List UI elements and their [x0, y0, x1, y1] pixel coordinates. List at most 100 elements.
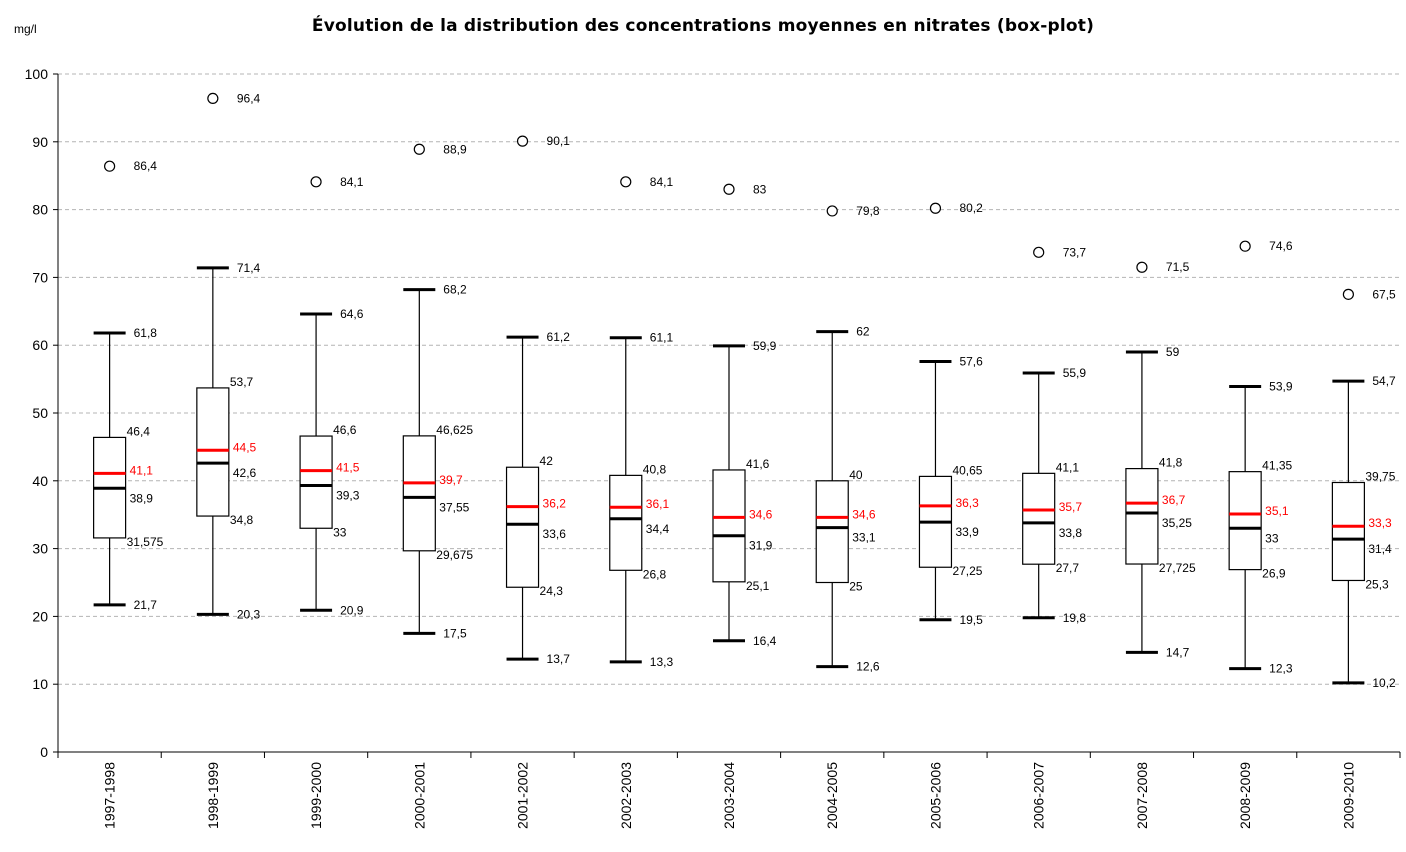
outlier-point [516, 135, 529, 147]
whisker-low-label: 14,7 [1166, 645, 1190, 659]
x-tick-label: 2002-2003 [618, 762, 634, 829]
box-iqr [712, 469, 746, 583]
outlier-label: 74,6 [1269, 239, 1293, 253]
box-iqr [402, 435, 436, 552]
y-tick-label: 90 [32, 134, 48, 150]
outlier-point [929, 202, 942, 214]
mean-label: 44,5 [233, 440, 257, 454]
box-group: 96,4 71,4 20,3 53,7 34,8 44,5 42,6 [196, 91, 261, 621]
q3-label: 41,1 [1056, 460, 1080, 474]
outlier-label: 84,1 [650, 175, 674, 189]
whisker-high-label: 64,6 [340, 307, 364, 321]
y-tick-label: 100 [25, 66, 49, 82]
x-tick-label: 2001-2002 [515, 762, 531, 829]
x-tick-label: 2000-2001 [411, 762, 427, 829]
q1-label: 26,8 [643, 567, 667, 581]
y-tick-label: 40 [32, 473, 48, 489]
mean-label: 34,6 [852, 507, 876, 521]
whisker-high-label: 61,8 [134, 326, 158, 340]
whisker-low-label: 20,3 [237, 607, 261, 621]
q3-label: 42 [540, 454, 554, 468]
whisker-low-label: 21,7 [134, 598, 158, 612]
mean-label: 33,3 [1368, 516, 1392, 530]
x-tick-label: 2005-2006 [927, 762, 943, 829]
x-tick-label: 2006-2007 [1031, 762, 1047, 829]
outlier-point [207, 92, 219, 105]
boxes: 86,4 61,8 21,7 46,4 31,575 41,1 38,9 96,4 71,4 20… [93, 91, 1396, 690]
outlier-point [723, 183, 735, 195]
median-label: 39,3 [336, 489, 360, 503]
whisker-low-label: 17,5 [443, 626, 467, 640]
mean-label: 41,1 [130, 463, 154, 477]
whisker-low-label: 16,4 [753, 634, 777, 648]
whisker-high-label: 71,4 [237, 261, 261, 275]
outlier-point [620, 176, 632, 188]
q1-label: 25,1 [746, 579, 770, 593]
whisker-low-label: 13,3 [650, 655, 674, 669]
whisker-high-label: 59 [1166, 345, 1180, 359]
median-label: 37,55 [439, 500, 469, 514]
whisker-low-label: 20,9 [340, 603, 364, 617]
mean-label: 39,7 [439, 473, 463, 487]
whisker-low-label: 12,3 [1269, 662, 1293, 676]
q1-label: 24,3 [540, 584, 564, 598]
outlier-label: 79,8 [856, 204, 880, 218]
box-group: 71,5 59 14,7 41,8 27,725 36,7 35,25 [1125, 260, 1196, 659]
whisker-high-label: 53,9 [1269, 380, 1293, 394]
x-tick-label: 2004-2005 [824, 762, 840, 829]
q3-label: 41,6 [746, 457, 770, 471]
box-iqr [1125, 467, 1159, 565]
x-tick-label: 1997-1998 [102, 762, 118, 829]
outlier-point [104, 160, 116, 172]
y-tick-label: 50 [32, 405, 48, 421]
box-group: 86,4 61,8 21,7 46,4 31,575 41,1 38,9 [93, 159, 164, 612]
q1-label: 27,25 [952, 564, 982, 578]
y-tick-label: 10 [32, 676, 48, 692]
median-label: 34,4 [646, 522, 670, 536]
y-tick-label: 30 [32, 541, 48, 557]
q1-label: 27,725 [1159, 561, 1196, 575]
outlier-label: 88,9 [443, 142, 467, 156]
mean-label: 36,7 [1162, 493, 1186, 507]
q1-label: 25,3 [1365, 577, 1389, 591]
outlier-label: 71,5 [1166, 260, 1190, 274]
box-iqr [1228, 471, 1262, 571]
q3-label: 46,4 [127, 424, 151, 438]
chart-title: Évolution de la distribution des concent… [311, 16, 1095, 36]
mean-label: 35,1 [1265, 504, 1289, 518]
box-iqr [1022, 472, 1056, 565]
whisker-high-label: 61,1 [650, 331, 674, 345]
median-label: 33,6 [543, 527, 567, 541]
axes: 0 10 20 30 40 50 60 70 80 90 100 1997-1998 1998-1999… [25, 66, 1401, 829]
q1-label: 29,675 [436, 548, 473, 562]
y-tick-label: 20 [32, 608, 48, 624]
outlier-label: 80,2 [959, 201, 983, 215]
outlier-label: 84,1 [340, 175, 364, 189]
whisker-high-label: 62 [856, 325, 870, 339]
y-tick-label: 60 [32, 337, 48, 353]
mean-label: 35,7 [1059, 500, 1083, 514]
box-iqr [196, 387, 230, 517]
mean-label: 36,1 [646, 497, 670, 511]
whisker-low-label: 12,6 [856, 660, 880, 674]
outlier-point [1136, 261, 1148, 273]
q3-label: 41,8 [1159, 456, 1183, 470]
median-label: 33,9 [955, 525, 979, 539]
outlier-label: 86,4 [134, 159, 158, 173]
x-tick-label: 2003-2004 [721, 762, 737, 829]
box-group: 79,8 62 12,6 40 25 34,6 33,1 [815, 204, 880, 674]
q3-label: 40,8 [643, 462, 667, 476]
outlier-point [826, 205, 838, 217]
whisker-high-label: 55,9 [1063, 366, 1087, 380]
box-iqr [815, 480, 849, 584]
box-group: 74,6 53,9 12,3 41,35 26,9 35,1 33 [1228, 239, 1293, 676]
q1-label: 27,7 [1056, 561, 1080, 575]
box-iqr [1331, 481, 1365, 582]
q3-label: 46,625 [436, 423, 473, 437]
median-label: 33,8 [1059, 526, 1083, 540]
whisker-high-label: 57,6 [959, 354, 983, 368]
q3-label: 40 [849, 468, 863, 482]
box-group: 88,9 68,2 17,5 46,625 29,675 39,7 37,55 [402, 142, 473, 640]
x-tick-label: 1999-2000 [308, 762, 324, 829]
x-tick-label: 2009-2010 [1340, 762, 1356, 829]
